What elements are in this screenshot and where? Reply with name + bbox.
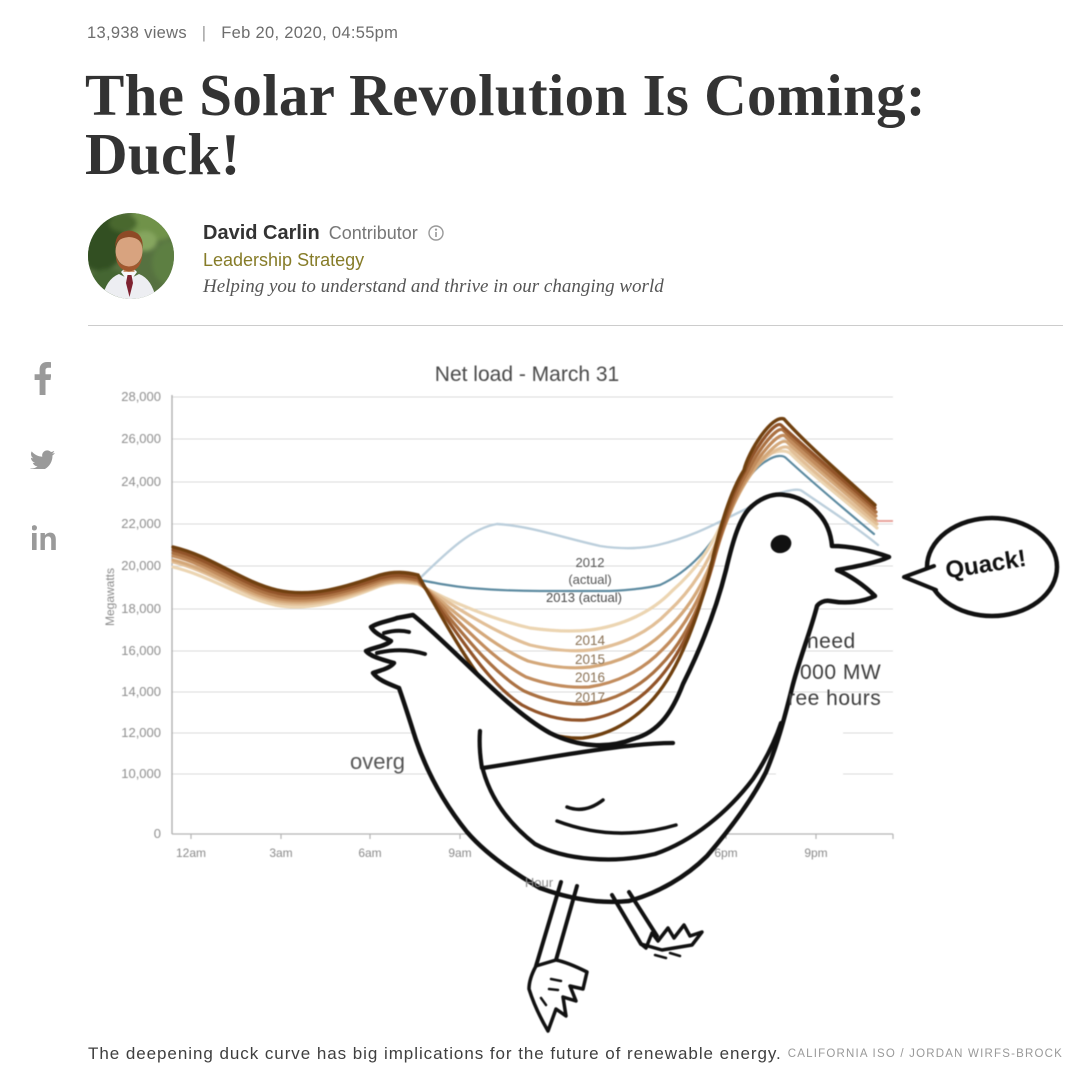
- svg-text:14,000: 14,000: [121, 684, 161, 699]
- svg-text:Net load - March 31: Net load - March 31: [435, 363, 619, 386]
- svg-text:Megawatts: Megawatts: [103, 568, 117, 626]
- svg-text:2014: 2014: [575, 633, 606, 648]
- svg-text:12,000: 12,000: [121, 725, 161, 740]
- svg-text:16,000: 16,000: [121, 643, 161, 658]
- svg-text:2016: 2016: [575, 670, 605, 685]
- svg-text:000 MW: 000 MW: [800, 661, 881, 684]
- svg-text:9am: 9am: [448, 846, 471, 860]
- svg-text:0: 0: [154, 826, 161, 841]
- svg-text:need: need: [807, 630, 856, 653]
- svg-text:26,000: 26,000: [121, 431, 161, 446]
- svg-text:6am: 6am: [358, 846, 381, 860]
- svg-text:2015: 2015: [575, 652, 605, 667]
- svg-text:Hour: Hour: [525, 875, 554, 890]
- svg-text:12am: 12am: [176, 846, 206, 860]
- svg-text:overg: overg: [350, 749, 405, 774]
- svg-text:2012: 2012: [576, 555, 605, 570]
- svg-text:ree hours: ree hours: [788, 687, 881, 710]
- svg-text:2017: 2017: [575, 690, 605, 705]
- svg-text:22,000: 22,000: [121, 516, 161, 531]
- svg-text:6pm: 6pm: [714, 846, 737, 860]
- svg-text:18,000: 18,000: [121, 601, 161, 616]
- svg-text:24,000: 24,000: [121, 474, 161, 489]
- svg-text:28,000: 28,000: [121, 389, 161, 404]
- svg-text:(actual): (actual): [568, 572, 611, 587]
- svg-text:3am: 3am: [269, 846, 292, 860]
- svg-text:20,000: 20,000: [121, 558, 161, 573]
- svg-text:10,000: 10,000: [121, 766, 161, 781]
- svg-text:2013 (actual): 2013 (actual): [546, 590, 622, 605]
- svg-text:9pm: 9pm: [804, 846, 827, 860]
